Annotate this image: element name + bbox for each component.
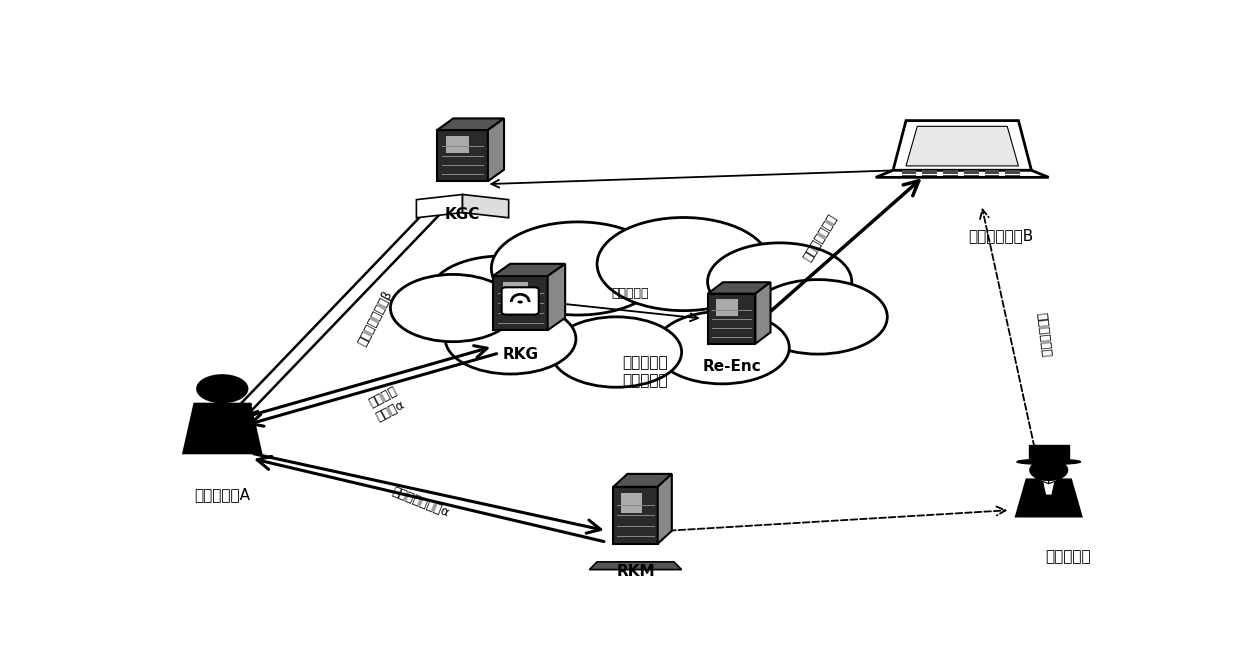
Text: 提取重加密密文: 提取重加密密文 bbox=[801, 212, 839, 264]
FancyBboxPatch shape bbox=[502, 287, 538, 314]
Text: 重加密密钥参数β: 重加密密钥参数β bbox=[356, 288, 394, 347]
Polygon shape bbox=[1043, 480, 1055, 495]
FancyBboxPatch shape bbox=[438, 130, 487, 181]
Polygon shape bbox=[463, 194, 508, 218]
FancyBboxPatch shape bbox=[1006, 173, 1021, 175]
FancyBboxPatch shape bbox=[901, 172, 916, 173]
FancyBboxPatch shape bbox=[923, 175, 937, 176]
FancyBboxPatch shape bbox=[944, 170, 959, 171]
Polygon shape bbox=[548, 264, 565, 330]
FancyBboxPatch shape bbox=[1029, 445, 1069, 462]
Circle shape bbox=[551, 317, 682, 387]
Text: 运算服务器: 运算服务器 bbox=[622, 373, 668, 388]
Polygon shape bbox=[708, 282, 770, 294]
Text: 数据创建者A: 数据创建者A bbox=[195, 487, 250, 502]
FancyBboxPatch shape bbox=[963, 173, 978, 175]
Polygon shape bbox=[438, 118, 503, 130]
Polygon shape bbox=[755, 282, 770, 343]
Ellipse shape bbox=[1017, 459, 1080, 464]
FancyBboxPatch shape bbox=[901, 173, 916, 175]
FancyBboxPatch shape bbox=[944, 173, 959, 175]
Text: RKM: RKM bbox=[616, 564, 655, 579]
Polygon shape bbox=[1016, 479, 1081, 517]
Text: 重加密密钥参数α: 重加密密钥参数α bbox=[391, 485, 451, 520]
Circle shape bbox=[708, 243, 852, 321]
Circle shape bbox=[598, 218, 770, 310]
Polygon shape bbox=[657, 474, 672, 544]
FancyBboxPatch shape bbox=[614, 487, 657, 544]
FancyBboxPatch shape bbox=[985, 173, 999, 175]
FancyBboxPatch shape bbox=[963, 175, 978, 176]
Circle shape bbox=[391, 274, 516, 341]
FancyBboxPatch shape bbox=[944, 175, 959, 176]
Polygon shape bbox=[893, 120, 1032, 170]
Polygon shape bbox=[1049, 478, 1061, 484]
FancyBboxPatch shape bbox=[923, 173, 937, 175]
FancyBboxPatch shape bbox=[492, 276, 548, 330]
Polygon shape bbox=[589, 562, 682, 570]
FancyBboxPatch shape bbox=[502, 282, 528, 300]
Circle shape bbox=[429, 256, 573, 334]
FancyBboxPatch shape bbox=[985, 170, 999, 171]
FancyBboxPatch shape bbox=[1006, 170, 1021, 171]
Polygon shape bbox=[184, 404, 262, 453]
FancyBboxPatch shape bbox=[446, 136, 470, 153]
Text: Re-Enc: Re-Enc bbox=[702, 359, 761, 374]
FancyBboxPatch shape bbox=[901, 170, 916, 171]
Text: 重加密密钥: 重加密密钥 bbox=[611, 286, 649, 300]
Polygon shape bbox=[487, 118, 503, 181]
Polygon shape bbox=[417, 194, 463, 218]
Circle shape bbox=[197, 375, 247, 403]
Circle shape bbox=[749, 280, 888, 354]
Circle shape bbox=[491, 222, 665, 315]
Circle shape bbox=[655, 311, 789, 384]
Text: 代理重加密: 代理重加密 bbox=[622, 355, 668, 370]
Polygon shape bbox=[1035, 478, 1049, 484]
Polygon shape bbox=[492, 264, 565, 276]
Text: KGC: KGC bbox=[445, 208, 480, 222]
FancyBboxPatch shape bbox=[944, 172, 959, 173]
Text: 重加密密
钥参数α: 重加密密 钥参数α bbox=[367, 384, 407, 424]
Polygon shape bbox=[906, 126, 1018, 166]
FancyBboxPatch shape bbox=[963, 170, 978, 171]
Circle shape bbox=[445, 304, 575, 374]
Text: RKG: RKG bbox=[502, 347, 538, 362]
Polygon shape bbox=[875, 170, 1049, 177]
FancyBboxPatch shape bbox=[901, 175, 916, 176]
FancyBboxPatch shape bbox=[923, 172, 937, 173]
Circle shape bbox=[517, 300, 523, 304]
FancyBboxPatch shape bbox=[985, 172, 999, 173]
FancyBboxPatch shape bbox=[1006, 175, 1021, 176]
Circle shape bbox=[1030, 460, 1068, 480]
Text: 数据共享用户B: 数据共享用户B bbox=[968, 228, 1033, 243]
FancyBboxPatch shape bbox=[963, 172, 978, 173]
FancyBboxPatch shape bbox=[1006, 172, 1021, 173]
Text: 提取解密参数: 提取解密参数 bbox=[1034, 312, 1053, 358]
FancyBboxPatch shape bbox=[717, 299, 738, 317]
FancyBboxPatch shape bbox=[985, 175, 999, 176]
FancyBboxPatch shape bbox=[621, 493, 641, 513]
FancyBboxPatch shape bbox=[923, 170, 937, 171]
FancyBboxPatch shape bbox=[708, 294, 755, 343]
Text: 潜在攻击者: 潜在攻击者 bbox=[1045, 549, 1091, 564]
Polygon shape bbox=[614, 474, 672, 487]
